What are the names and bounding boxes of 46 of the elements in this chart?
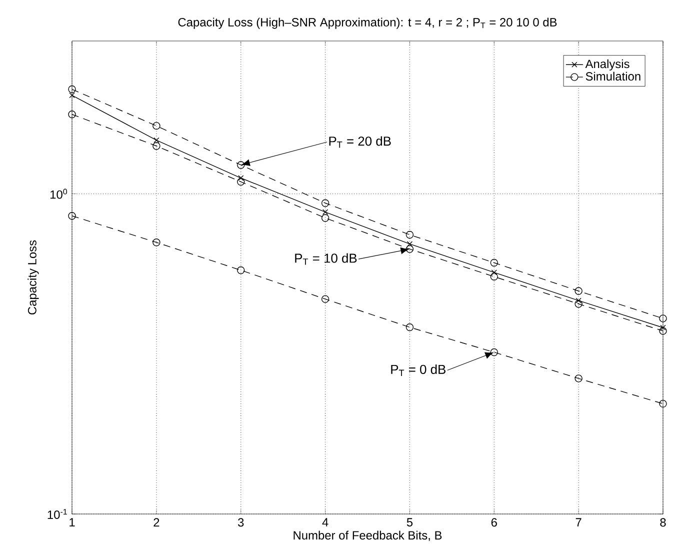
point bbox=[237, 266, 245, 274]
point bbox=[406, 230, 414, 239]
point bbox=[490, 272, 498, 281]
legend-label: Simulation bbox=[586, 72, 640, 81]
point bbox=[406, 241, 413, 247]
point bbox=[322, 209, 328, 215]
point bbox=[659, 314, 667, 322]
point bbox=[68, 212, 76, 220]
point bbox=[154, 137, 160, 144]
point bbox=[574, 374, 582, 382]
legend-label: Analysis bbox=[585, 59, 630, 71]
point bbox=[152, 238, 160, 246]
point bbox=[321, 199, 330, 207]
annotation: P$_{T}$ = 20 dB bbox=[329, 136, 391, 148]
chart-title: Capacity Loss (High–SNR Approximation): t = 4, r = 2 ; P$_{T}$ = 20 10 0 dB bbox=[178, 18, 557, 29]
point bbox=[490, 258, 498, 267]
point bbox=[152, 142, 160, 150]
point bbox=[237, 178, 245, 186]
x-tick-label: 2 bbox=[154, 518, 160, 527]
x-tick-label: 5 bbox=[406, 518, 413, 527]
x-axis-title: Number of Feedback Bits, B bbox=[294, 530, 442, 541]
x-tick-label: 6 bbox=[491, 518, 497, 527]
point bbox=[659, 327, 667, 335]
point bbox=[321, 214, 330, 222]
x-tick-label: 4 bbox=[322, 518, 328, 526]
y-tick-label: 10$^{-1}$ bbox=[48, 509, 67, 519]
point bbox=[406, 245, 414, 253]
point bbox=[574, 300, 582, 308]
x-tick-label: 7 bbox=[576, 518, 582, 526]
annotation: P$_{T}$ = 10 dB bbox=[295, 253, 357, 265]
x-tick-label: 8 bbox=[660, 518, 666, 527]
y-axis-title: Capacity Loss bbox=[28, 240, 39, 314]
annotation: P$_{T}$ = 0 dB bbox=[391, 364, 446, 376]
x-tick-label: 1 bbox=[70, 518, 75, 526]
point bbox=[406, 323, 414, 332]
point bbox=[237, 161, 245, 169]
point bbox=[321, 295, 330, 303]
point bbox=[490, 348, 498, 356]
y-tick-label: 10$^{0}$ bbox=[50, 188, 68, 199]
point bbox=[152, 122, 160, 130]
point bbox=[574, 287, 582, 295]
point bbox=[68, 85, 76, 94]
x-tick-label: 3 bbox=[238, 518, 244, 527]
point bbox=[69, 92, 75, 98]
point bbox=[659, 400, 667, 408]
point bbox=[68, 110, 76, 118]
